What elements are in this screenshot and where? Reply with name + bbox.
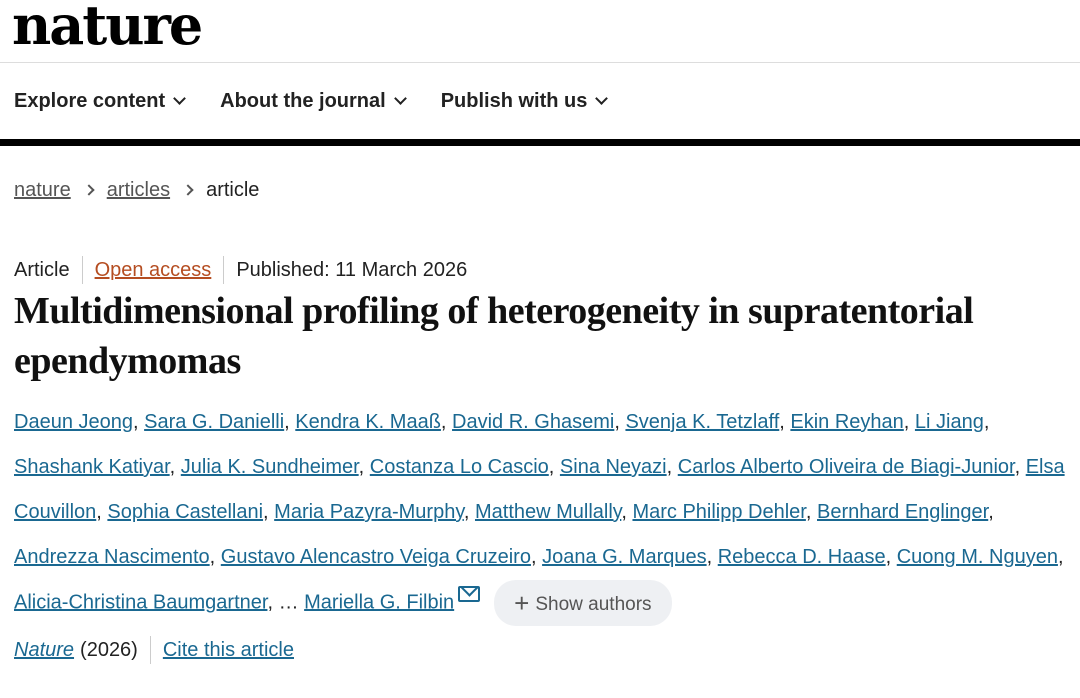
author-link[interactable]: Sina Neyazi — [559, 456, 667, 478]
author-link[interactable]: Maria Pazyra-Murphy — [274, 501, 464, 523]
author-link[interactable]: Svenja K. Tetzlaff — [625, 411, 780, 433]
divider — [0, 62, 1080, 63]
author-link[interactable]: Marc Philipp Dehler — [632, 501, 806, 523]
nav-explore-content[interactable]: Explore content — [14, 89, 187, 113]
nature-logo[interactable]: nature — [12, 0, 203, 57]
journal-link[interactable]: Nature — [14, 639, 75, 661]
author-link[interactable]: Kendra K. Maaß — [295, 411, 441, 433]
author-link[interactable]: Gustavo Alencastro Veiga Cruzeiro — [220, 546, 531, 568]
page-title: Multidimensional profiling of heterogene… — [14, 290, 974, 382]
article-meta: Article Open access Published: 11 March … — [0, 256, 1080, 284]
author-link[interactable]: Daeun Jeong — [14, 411, 133, 433]
divider — [149, 636, 151, 664]
author-link[interactable]: Julia K. Sundheimer — [180, 456, 359, 478]
author-link[interactable]: Elsa Couvillon — [14, 456, 1065, 523]
nav-label: About the journal — [220, 89, 386, 112]
nav-label: Explore content — [14, 89, 166, 112]
chevron-down-icon — [173, 91, 187, 105]
breadcrumb: nature articles article — [0, 176, 1080, 204]
show-authors-button[interactable]: + Show authors — [494, 580, 672, 626]
author-link[interactable]: Alicia-Christina Baumgartner — [14, 591, 268, 614]
nav-publish[interactable]: Publish with us — [440, 89, 609, 113]
chevron-down-icon — [595, 91, 609, 105]
breadcrumb-articles[interactable]: articles — [106, 179, 171, 201]
author-link[interactable]: Cuong M. Nguyen — [896, 546, 1058, 568]
author-link[interactable]: Sophia Castellani — [107, 501, 264, 523]
citation: Nature (2026) Cite this article — [0, 636, 1080, 672]
article-type: Article — [14, 259, 70, 281]
author-ellipsis: … — [278, 591, 299, 614]
plus-icon: + — [514, 588, 530, 618]
author-link[interactable]: Costanza Lo Cascio — [369, 456, 549, 478]
citation-year: (2026) — [80, 639, 138, 661]
author-link[interactable]: Sara G. Danielli — [144, 411, 285, 433]
author-link[interactable]: Bernhard Englinger — [817, 501, 989, 523]
show-authors-label: Show authors — [535, 594, 652, 615]
author-link[interactable]: Matthew Mullally — [474, 501, 622, 523]
author-link[interactable]: Li Jiang — [914, 411, 984, 433]
main-nav: Explore content About the journal Publis… — [0, 63, 1080, 139]
chevron-right-icon — [182, 184, 194, 196]
nav-about-journal[interactable]: About the journal — [220, 89, 407, 113]
nav-label: Publish with us — [440, 89, 588, 112]
mail-icon[interactable] — [458, 586, 481, 603]
author-link[interactable]: Ekin Reyhan — [790, 411, 904, 433]
header-bar — [0, 139, 1080, 146]
author-link[interactable]: David R. Ghasemi — [452, 411, 615, 433]
author-link[interactable]: Shashank Katiyar — [14, 456, 170, 478]
open-access-link[interactable]: Open access — [94, 259, 212, 281]
breadcrumb-nature[interactable]: nature — [14, 179, 71, 201]
divider — [223, 256, 225, 284]
author-link[interactable]: Joana G. Marques — [542, 546, 707, 568]
published-date: Published: 11 March 2026 — [236, 259, 468, 281]
chevron-right-icon — [83, 184, 95, 196]
author-link[interactable]: Rebecca D. Haase — [717, 546, 886, 568]
divider — [81, 256, 83, 284]
author-list: Daeun Jeong, Sara G. Danielli, Kendra K.… — [0, 400, 1076, 626]
breadcrumb-current: article — [206, 179, 260, 201]
cite-article-link[interactable]: Cite this article — [162, 639, 294, 661]
author-link[interactable]: Andrezza Nascimento — [14, 546, 210, 568]
corresponding-author-link[interactable]: Mariella G. Filbin — [304, 591, 455, 614]
chevron-down-icon — [393, 91, 407, 105]
author-link[interactable]: Carlos Alberto Oliveira de Biagi-Junior — [677, 456, 1015, 478]
